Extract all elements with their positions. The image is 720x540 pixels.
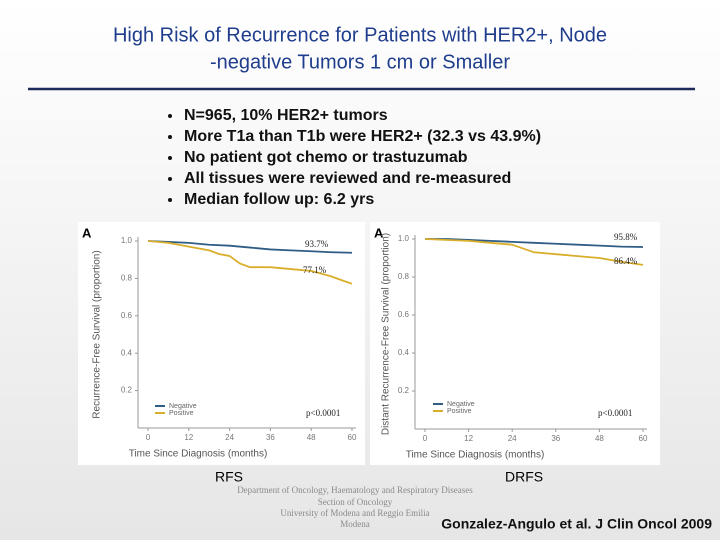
x-tick-label: 60 — [639, 434, 648, 443]
x-axis-label: Time Since Diagnosis (months) — [406, 450, 545, 461]
chart-panel — [78, 222, 365, 465]
annotation: 93.7% — [305, 239, 329, 249]
survival-curve — [424, 238, 644, 266]
survival-curve — [147, 240, 353, 285]
y-tick-label: 0.2 — [121, 386, 133, 395]
bullet-dot — [168, 156, 172, 160]
bullet-text: No patient got chemo or trastuzumab — [184, 149, 468, 166]
legend-label: Positive — [169, 410, 194, 417]
annotation: 95.8% — [614, 232, 638, 242]
y-tick-label: 0.8 — [398, 272, 410, 281]
chart-panel — [370, 222, 660, 465]
panel-label: A — [82, 225, 92, 240]
legend-label: Negative — [169, 403, 197, 410]
citation: Gonzalez-Angulo et al. J Clin Oncol 2009 — [441, 516, 712, 532]
y-tick-label: 0.2 — [398, 386, 410, 395]
annotation: p<0.0001 — [598, 408, 632, 418]
x-tick-label: 36 — [266, 433, 275, 442]
title: -negative Tumors 1 cm or Smaller — [210, 51, 510, 73]
y-tick-label: 1.0 — [398, 234, 410, 243]
x-tick-label: 12 — [184, 433, 193, 442]
bullet-text: More T1a than T1b were HER2+ (32.3 vs 43… — [184, 128, 541, 145]
x-tick-label: 0 — [423, 434, 428, 443]
y-tick-label: 0.8 — [121, 274, 133, 283]
footer: Modena — [340, 519, 370, 529]
footer: Section of Oncology — [318, 497, 393, 507]
bullet-text: N=965, 10% HER2+ tumors — [184, 107, 388, 124]
annotation: p<0.0001 — [306, 408, 340, 418]
legend-label: Positive — [447, 408, 472, 415]
caption: DRFS — [505, 469, 543, 485]
x-tick-label: 60 — [348, 433, 357, 442]
x-tick-label: 12 — [464, 434, 473, 443]
bullet-dot — [168, 135, 172, 139]
y-axis-label: Distant Recurrence-Free Survival (propor… — [381, 233, 392, 435]
y-tick-label: 0.4 — [398, 348, 410, 357]
panel-label: A — [374, 225, 384, 240]
annotation: 77.1% — [303, 265, 327, 275]
bullet-dot — [168, 177, 172, 181]
y-tick-label: 1.0 — [121, 236, 133, 245]
bullet-dot — [168, 198, 172, 202]
caption: RFS — [215, 469, 243, 485]
bullet-text: All tissues were reviewed and re-measure… — [184, 170, 511, 187]
x-tick-label: 0 — [146, 433, 151, 442]
survival-curve — [147, 240, 353, 254]
x-tick-label: 48 — [595, 434, 604, 443]
y-tick-label: 0.6 — [121, 311, 133, 320]
y-tick-label: 0.4 — [121, 348, 133, 357]
bullet-text: Median follow up: 6.2 yrs — [184, 191, 374, 208]
survival-curve — [425, 238, 644, 248]
x-tick-label: 36 — [551, 434, 560, 443]
legend-label: Negative — [447, 401, 475, 408]
x-tick-label: 24 — [508, 434, 517, 443]
x-axis-label: Time Since Diagnosis (months) — [129, 449, 268, 460]
bullet-dot — [168, 114, 172, 118]
annotation: 86.4% — [614, 256, 638, 266]
title: High Risk of Recurrence for Patients wit… — [113, 24, 607, 46]
x-tick-label: 48 — [307, 433, 316, 442]
footer: Department of Oncology, Haematology and … — [237, 485, 473, 495]
footer: University of Modena and Reggio Emilia — [280, 508, 429, 518]
x-tick-label: 24 — [225, 433, 234, 442]
y-tick-label: 0.6 — [398, 310, 410, 319]
y-axis-label: Recurrence-Free Survival (proportion) — [92, 250, 103, 418]
